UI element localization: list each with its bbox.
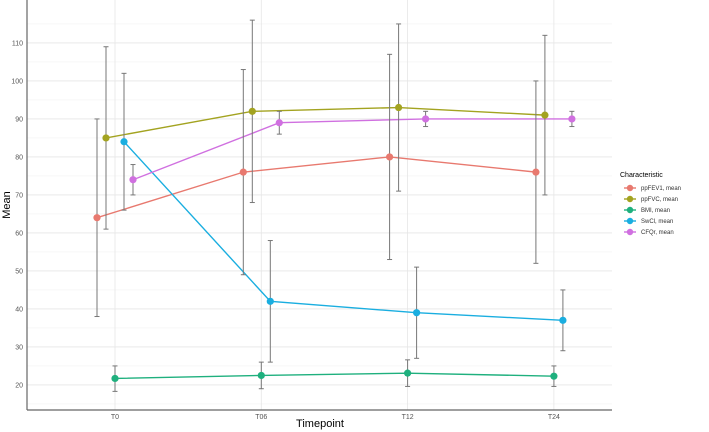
legend: Characteristic ppFEV1, mean ppFVC, mean BM… bbox=[620, 172, 681, 236]
series-layer bbox=[93, 19, 576, 392]
data-point bbox=[120, 138, 128, 146]
legend-key-point bbox=[626, 217, 634, 225]
data-point bbox=[532, 168, 540, 176]
data-point bbox=[266, 297, 274, 305]
data-point bbox=[550, 372, 558, 380]
legend-label: CFQr, mean bbox=[641, 230, 674, 236]
legend-label: ppFEV1, mean bbox=[641, 186, 681, 192]
x-tick-label: T12 bbox=[402, 414, 414, 421]
x-tick-label: T06 bbox=[255, 414, 267, 421]
y-axis-title: Mean bbox=[1, 191, 13, 219]
y-tick-label: 80 bbox=[15, 154, 23, 161]
y-tick-label: 110 bbox=[12, 40, 23, 47]
y-tick-label: 60 bbox=[15, 230, 23, 237]
x-tick-label: T24 bbox=[548, 414, 560, 421]
legend-label: ppFVC, mean bbox=[641, 197, 678, 203]
y-tick-label: 20 bbox=[15, 382, 23, 389]
y-tick-label: 90 bbox=[15, 116, 23, 123]
data-point bbox=[239, 168, 247, 176]
y-tick-label: 30 bbox=[15, 344, 23, 351]
data-point bbox=[404, 369, 412, 377]
series-line-3 bbox=[123, 141, 563, 322]
data-point bbox=[111, 374, 119, 383]
series-line-2 bbox=[114, 372, 554, 380]
data-point bbox=[541, 111, 549, 119]
legend-key-point bbox=[626, 184, 634, 192]
data-point bbox=[275, 119, 283, 127]
data-point bbox=[93, 214, 101, 222]
legend-key-point bbox=[626, 195, 634, 203]
legend-label: BMI, mean bbox=[641, 208, 670, 214]
legend-label: SwCl, mean bbox=[641, 219, 673, 225]
x-axis-title: Timepoint bbox=[296, 418, 344, 430]
series-line-1 bbox=[105, 106, 545, 139]
data-point bbox=[413, 309, 421, 317]
y-tick-label: 70 bbox=[15, 192, 23, 199]
data-point bbox=[248, 107, 256, 115]
legend-key-point bbox=[626, 228, 634, 236]
data-point bbox=[386, 153, 394, 161]
y-tick-label: 50 bbox=[15, 268, 23, 275]
data-point bbox=[102, 134, 110, 142]
data-point bbox=[395, 103, 403, 112]
data-point bbox=[559, 316, 567, 324]
data-point bbox=[568, 115, 576, 123]
legend-key-point bbox=[626, 206, 634, 214]
y-tick-label: 100 bbox=[11, 78, 23, 85]
series-line-0 bbox=[96, 156, 536, 219]
data-point bbox=[422, 115, 430, 123]
y-tick-label: 40 bbox=[15, 306, 23, 313]
data-point bbox=[129, 176, 137, 184]
legend-title: Characteristic bbox=[620, 172, 663, 179]
tick-labels: 20 30 40 50 60 70 80 90 100 110 T0 T06 T12 T24 bbox=[11, 40, 560, 421]
grid bbox=[27, 0, 612, 410]
x-tick-label: T0 bbox=[111, 414, 119, 421]
data-point bbox=[257, 371, 265, 380]
series-line-4 bbox=[132, 118, 572, 181]
